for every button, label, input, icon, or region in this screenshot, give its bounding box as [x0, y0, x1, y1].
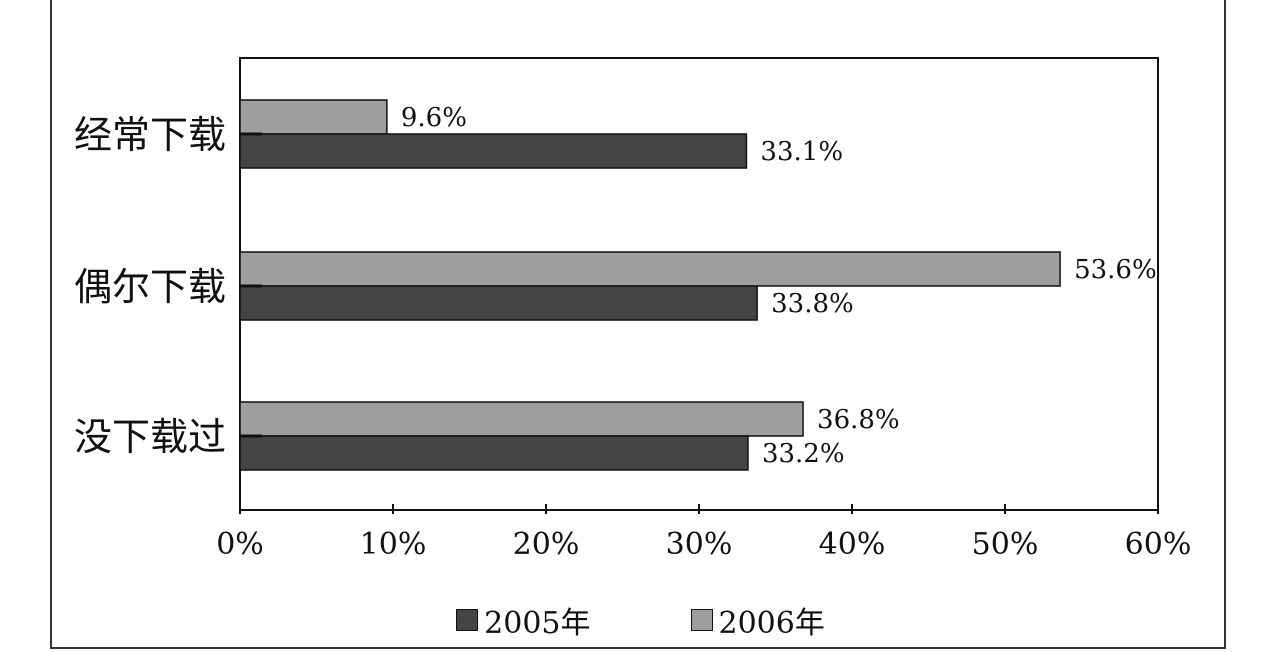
x-tick-label: 40%: [819, 527, 886, 562]
legend-swatch-2006: [690, 609, 713, 631]
data-label: 33.8%: [771, 289, 854, 319]
legend-entry-2005: 2005年: [456, 598, 591, 642]
bar-2006年-经常下载: [239, 99, 388, 135]
bar-2005年-偶尔下载: [239, 285, 758, 321]
bar-chart: 经常下载 9.6% 33.1% 偶尔下载 53.6% 33.8% 没下载过 36.8% 33.2…: [74, 57, 1192, 562]
x-tick-label: 30%: [666, 527, 733, 562]
x-tick-label: 10%: [360, 527, 427, 562]
bar-2005年-经常下载: [239, 133, 748, 169]
data-label: 33.1%: [760, 137, 843, 167]
category-label: 经常下载: [74, 113, 226, 157]
legend-entry-2006: 2006年: [690, 598, 825, 642]
legend-label-2006: 2006年: [718, 606, 825, 641]
data-label: 33.2%: [762, 439, 845, 469]
chart-frame: [50, 0, 1226, 649]
x-tick-label: 20%: [513, 527, 580, 562]
data-label: 9.6%: [401, 103, 467, 133]
category-label: 没下载过: [74, 415, 226, 459]
bar-2005年-没下载过: [239, 435, 749, 471]
x-tick-label: 60%: [1125, 527, 1192, 562]
x-tick-label: 0%: [216, 527, 264, 562]
data-label: 36.8%: [817, 405, 900, 435]
category-label: 偶尔下载: [74, 265, 226, 309]
x-tick-label: 50%: [972, 527, 1039, 562]
data-label: 53.6%: [1074, 255, 1157, 285]
bar-2006年-偶尔下载: [239, 251, 1061, 287]
legend-swatch-2005: [456, 609, 479, 631]
legend-label-2005: 2005年: [484, 606, 591, 641]
legend: 2005年 2006年: [0, 598, 1281, 642]
bar-2006年-没下载过: [239, 401, 804, 437]
